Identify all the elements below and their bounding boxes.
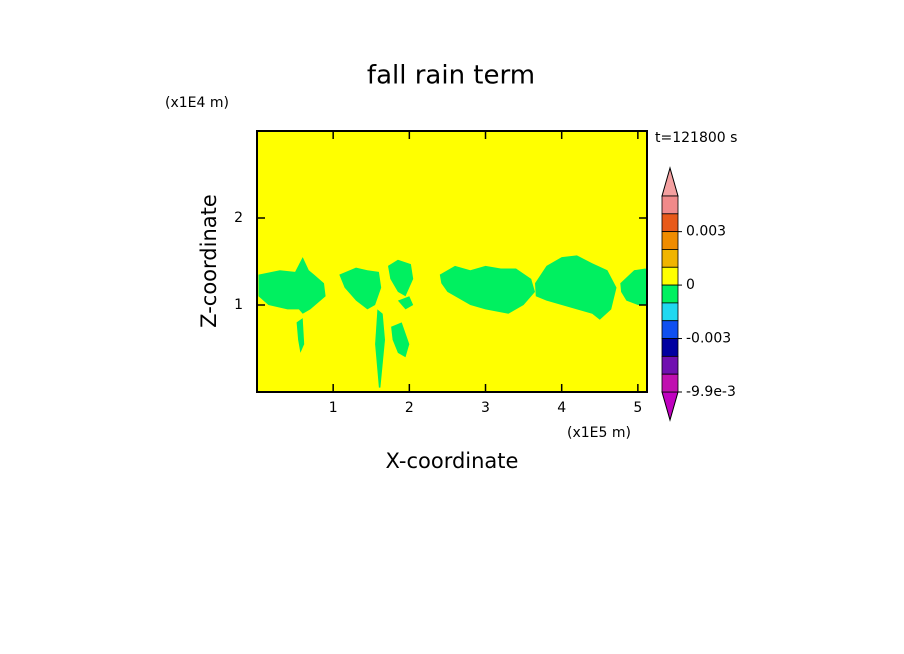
colorbar-box [661, 249, 679, 268]
x-tick-label: 5 [633, 400, 642, 416]
x-axis-label: X-coordinate [386, 449, 519, 473]
colorbar-over [661, 166, 679, 197]
y-tick-label: 1 [234, 297, 243, 313]
rain-region [535, 255, 617, 320]
colorbar-box [661, 320, 679, 339]
rain-region [388, 259, 414, 297]
x-tick-label: 1 [329, 400, 338, 416]
colorbar-box [661, 302, 679, 322]
colorbar-box [661, 266, 679, 286]
x-tick-label: 2 [405, 400, 414, 416]
plot-frame [256, 130, 648, 393]
x-tick-label: 3 [481, 400, 490, 416]
colorbar-label: -9.9e-3 [686, 384, 736, 400]
chart-title: fall rain term [367, 61, 535, 91]
colorbar-box [661, 284, 679, 304]
rain-region [620, 268, 647, 305]
rain-region [391, 322, 410, 358]
colorbar-box [661, 213, 679, 233]
rain-region [375, 309, 385, 388]
colorbar-box [661, 195, 679, 215]
rain-region [258, 257, 326, 314]
colorbar-label: -0.003 [686, 331, 731, 347]
colorbar-label: 0 [686, 277, 695, 293]
x-tick-label: 4 [557, 400, 566, 416]
colorbar-label: 0.003 [686, 224, 726, 240]
y-unit: (x1E4 m) [165, 95, 229, 111]
y-axis-label: Z-coordinate [197, 194, 221, 328]
colorbar-box [661, 231, 679, 250]
rain-region [439, 265, 535, 314]
rain-region [296, 318, 305, 353]
rain-region [339, 267, 382, 310]
rain-region [397, 296, 414, 310]
colorbar-box [661, 355, 679, 375]
colorbar-box [661, 338, 679, 357]
y-tick-label: 2 [234, 210, 243, 226]
time-label: t=121800 s [655, 130, 737, 146]
colorbar-under [661, 391, 679, 422]
x-unit: (x1E5 m) [567, 425, 631, 441]
colorbar-box [661, 373, 679, 393]
